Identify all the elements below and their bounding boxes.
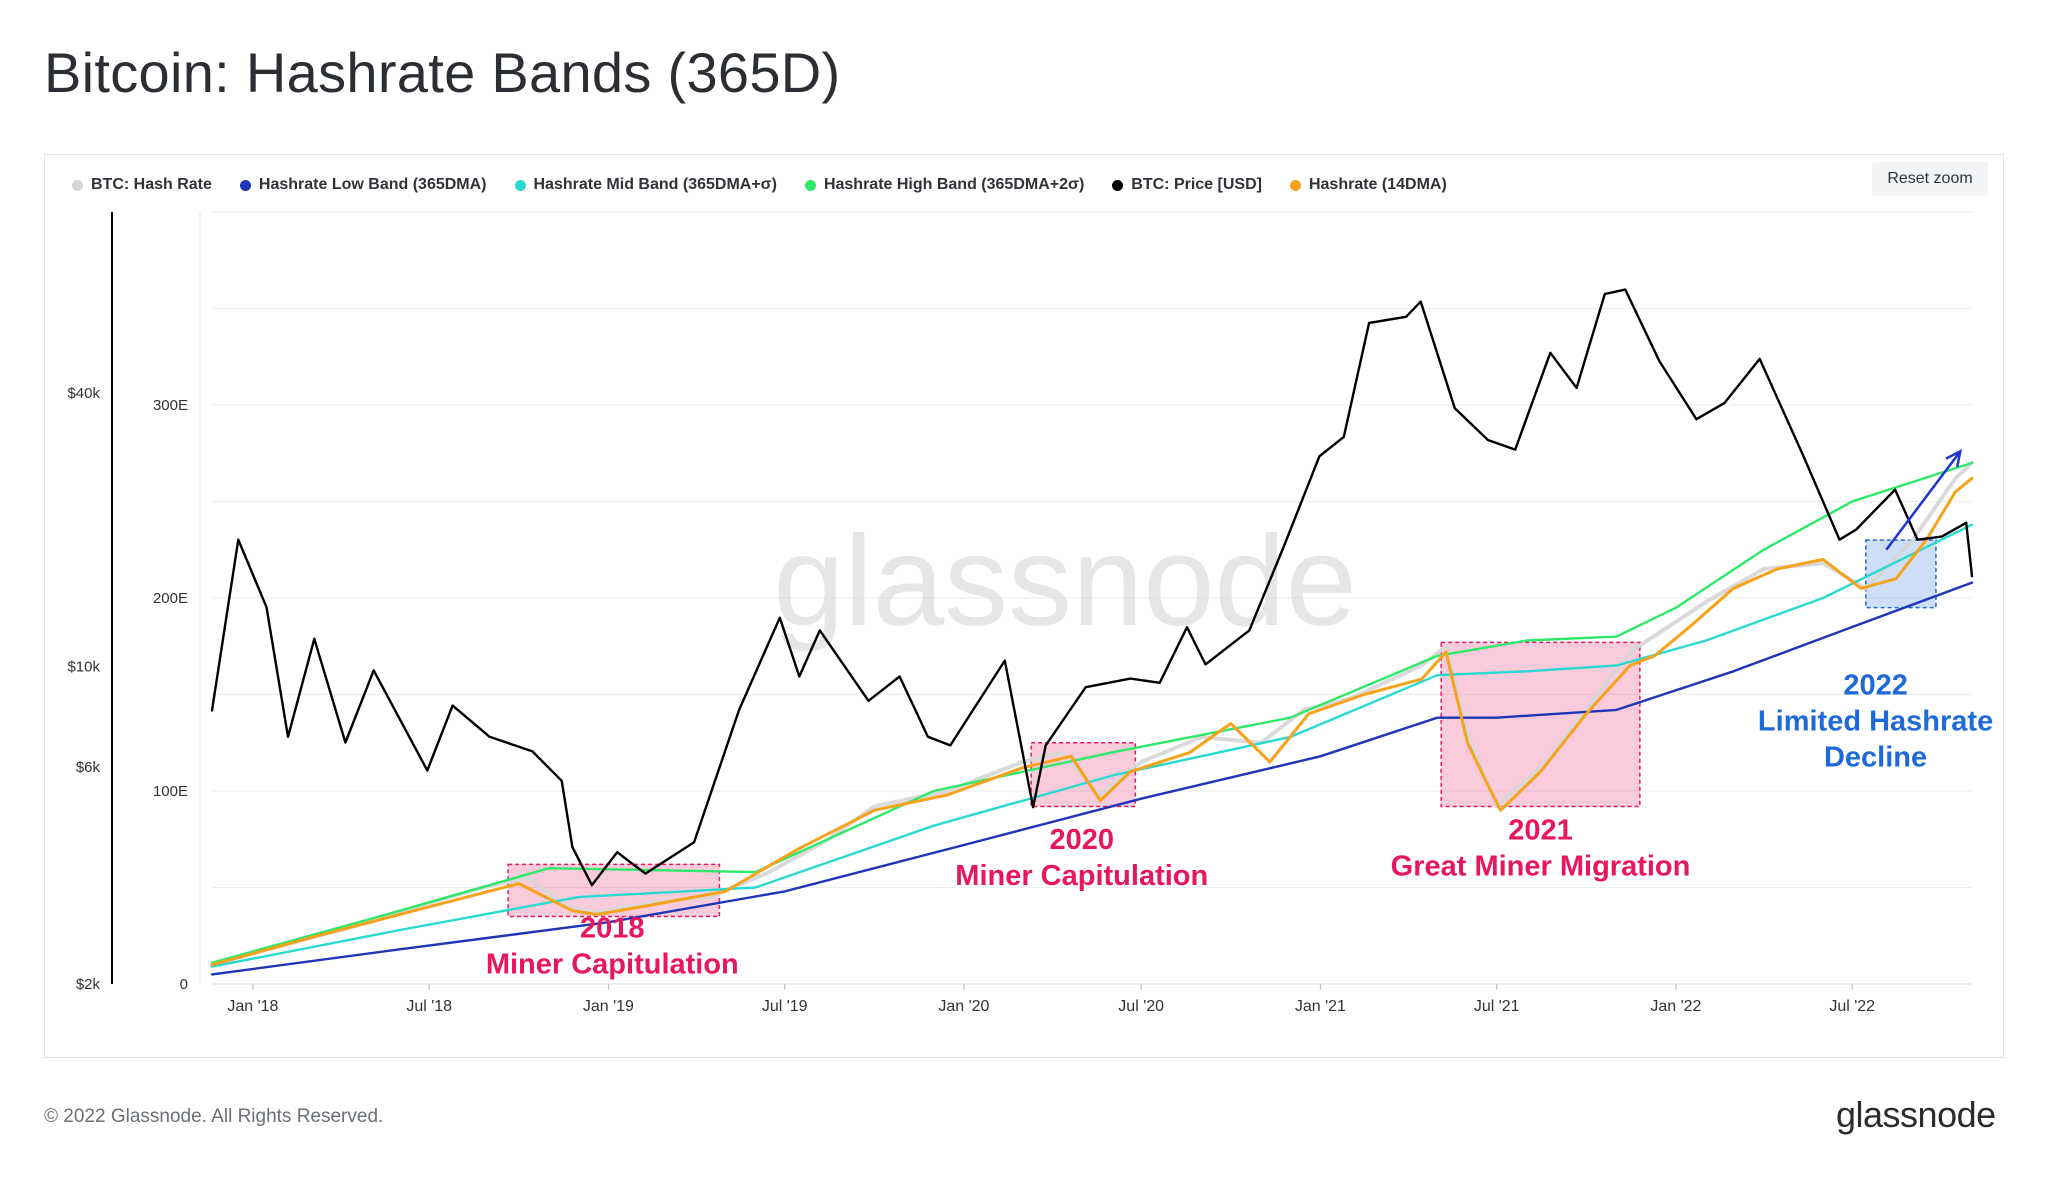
annotation-label: 2022 — [1843, 670, 1908, 702]
hashrate-tick-label: 200E — [153, 590, 188, 607]
price-tick-label: $10k — [67, 658, 100, 675]
legend-dot — [72, 179, 83, 191]
legend-dot — [1289, 179, 1301, 191]
price-tick-label: $40k — [67, 385, 100, 402]
legend-label: Hashrate Mid Band (365DMA+σ) — [533, 176, 777, 193]
annotation-label: Decline — [1824, 742, 1927, 774]
legend-item-btc-price[interactable]: BTC: Price [USD] — [1112, 176, 1262, 194]
legend-label: BTC: Hash Rate — [91, 176, 212, 193]
price-tick-label: $2k — [76, 976, 101, 993]
watermark-text: glassnode — [773, 510, 1357, 653]
series-hashrate-14dma — [210, 476, 1974, 967]
legend-label: Hashrate Low Band (365DMA) — [258, 176, 487, 193]
legend-item-low-band[interactable]: Hashrate Low Band (365DMA) — [239, 176, 487, 194]
legend-item-high-band[interactable]: Hashrate High Band (365DMA+2σ) — [804, 176, 1085, 194]
series-btc-price — [210, 288, 1974, 887]
x-tick-label: Jul '18 — [406, 998, 452, 1015]
x-tick-label: Jan '20 — [938, 998, 989, 1015]
annotation-label: 2018 — [580, 913, 645, 945]
x-tick-label: Jul '20 — [1118, 998, 1164, 1015]
legend-dot — [1112, 179, 1124, 191]
legend-dot — [514, 179, 526, 191]
legend-label: BTC: Price [USD] — [1131, 176, 1262, 193]
x-tick-label: Jan '22 — [1650, 998, 1701, 1015]
reset-zoom-button[interactable]: Reset zoom — [1872, 162, 1988, 196]
legend-label: Hashrate (14DMA) — [1308, 176, 1447, 193]
annotation-label: Miner Capitulation — [486, 949, 739, 981]
series-low-band — [210, 581, 1974, 976]
annotation-arrowhead — [1945, 449, 1963, 468]
hashrate-tick-label: 300E — [153, 397, 188, 414]
x-tick-label: Jan '21 — [1295, 998, 1346, 1015]
legend-item-hashrate-14dma[interactable]: Hashrate (14DMA) — [1289, 176, 1447, 194]
chart-legend: BTC: Hash Rate Hashrate Low Band (365DMA… — [72, 170, 1447, 200]
x-tick-label: Jul '19 — [762, 998, 808, 1015]
glassnode-logo: glassnode — [1836, 1094, 1996, 1135]
legend-item-mid-band[interactable]: Hashrate Mid Band (365DMA+σ) — [514, 176, 777, 194]
legend-dot — [239, 179, 251, 191]
annotation-label: Great Miner Migration — [1391, 850, 1691, 882]
hashrate-tick-label: 100E — [153, 783, 188, 800]
legend-label: Hashrate High Band (365DMA+2σ) — [823, 176, 1085, 193]
copyright-text: © 2022 Glassnode. All Rights Reserved. — [44, 1106, 384, 1127]
annotation-arrow — [1885, 450, 1962, 551]
legend-item-hash-rate[interactable]: BTC: Hash Rate — [72, 176, 212, 194]
hashrate-tick-label: 0 — [180, 976, 188, 993]
annotation-label: 2020 — [1050, 824, 1115, 856]
annotation-label: Miner Capitulation — [955, 860, 1208, 892]
x-tick-label: Jul '22 — [1829, 998, 1875, 1015]
legend-dot — [804, 179, 816, 191]
page-title: Bitcoin: Hashrate Bands (365D) — [44, 41, 841, 104]
annotation-label: Limited Hashrate — [1758, 706, 1993, 738]
x-tick-label: Jan '19 — [583, 998, 634, 1015]
annotation-label: 2021 — [1508, 814, 1573, 846]
x-tick-label: Jul '21 — [1474, 998, 1520, 1015]
price-tick-label: $6k — [76, 759, 101, 776]
x-tick-label: Jan '18 — [227, 998, 278, 1015]
